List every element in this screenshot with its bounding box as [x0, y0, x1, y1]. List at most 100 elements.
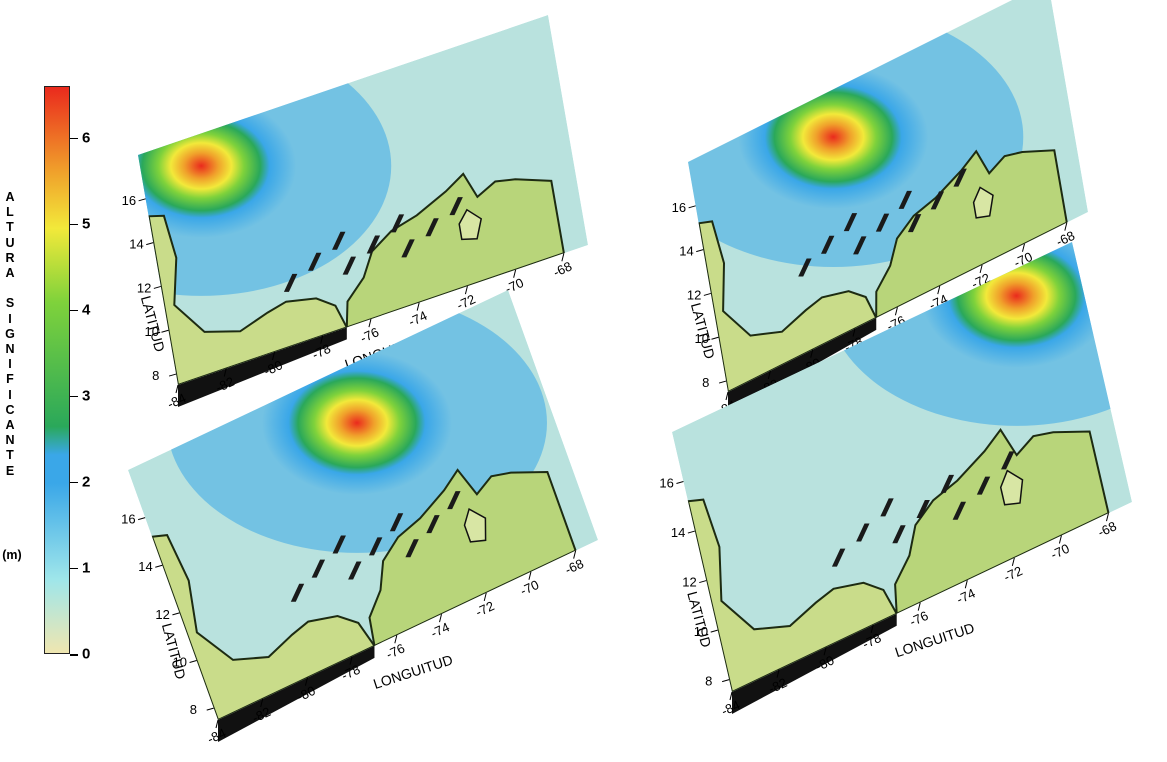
- map-panel-bottom-left: -84 -82 -80 -78 -76 -74 -72 -70 -68 8 10 12 14 16 LONG…: [121, 290, 598, 747]
- terrain-ridge: [916, 500, 930, 519]
- lon-tick: [729, 691, 733, 701]
- lon-tick: [776, 669, 780, 678]
- lon-tick: [304, 677, 308, 686]
- lat-tick: [699, 580, 707, 584]
- terrain-edge: [178, 327, 347, 407]
- lon-tick: [725, 391, 729, 401]
- lat-tick-label: 14: [138, 559, 152, 574]
- lon-tick: [439, 613, 443, 623]
- terrain-ridge: [875, 213, 890, 232]
- lon-tick-label: -74: [954, 585, 977, 607]
- lon-tick-label: -76: [384, 640, 407, 662]
- terrain-ridge: [342, 256, 357, 275]
- lon-tick-label: -82: [213, 374, 236, 396]
- land-central-america: [697, 220, 878, 392]
- lon-tick: [870, 624, 874, 634]
- lat-tick-label: 10: [694, 331, 708, 346]
- terrain-ridge: [405, 539, 419, 558]
- y-axis-label: LATITUD: [159, 621, 189, 681]
- x-axis-label: LONGUITUD: [371, 651, 454, 692]
- terrain-ridge: [798, 258, 812, 277]
- land-central-america: [147, 214, 349, 385]
- lon-tick: [767, 370, 771, 379]
- lon-tick: [223, 368, 227, 377]
- terrain-ridge: [332, 231, 346, 250]
- lon-tick-label: -84: [205, 725, 228, 747]
- lon-tick-label: -78: [310, 341, 333, 363]
- map-panel-top-right: -84-82-80-78-76-74-72-70-68810121416LONG…: [672, 0, 1088, 419]
- lat-tick-label: 14: [129, 237, 143, 252]
- land-south-america: [875, 149, 1068, 320]
- lon-tick: [810, 349, 814, 358]
- lon-tick-label: -68: [1095, 518, 1118, 540]
- lat-tick: [687, 530, 695, 534]
- terrain-ridge: [390, 214, 405, 233]
- lat-tick-label: 12: [682, 575, 696, 590]
- terrain-ridge: [348, 561, 362, 580]
- lon-tick-label: -84: [719, 697, 742, 719]
- lat-tick-label: 16: [121, 512, 135, 527]
- terrain-ridge: [820, 235, 835, 254]
- lon-tick: [1058, 535, 1062, 544]
- lon-tick: [823, 647, 827, 656]
- map-panel-bottom-right: -84 -82 -80 -78 -76 -74 -72 -70 -68 8 10 12 14 16 LONG…: [659, 242, 1132, 719]
- lon-tick-label: -68: [563, 556, 586, 578]
- lat-tick-label: 16: [122, 193, 136, 208]
- lat-tick: [703, 292, 711, 296]
- storm-core: [738, 64, 929, 209]
- terrain-ridge: [447, 491, 461, 510]
- terrain-ridge: [853, 236, 867, 255]
- colorbar-tick-label: 4: [82, 301, 91, 319]
- lon-tick: [561, 253, 565, 262]
- lat-tick-label: 14: [679, 244, 693, 259]
- terrain-edge: [732, 613, 897, 714]
- lat-tick: [172, 612, 180, 616]
- lat-tick-label: 10: [144, 324, 158, 339]
- lat-tick-label: 12: [137, 280, 151, 295]
- lake-maracaibo: [972, 186, 994, 219]
- lon-tick: [260, 698, 264, 707]
- colorbar-tick-label: 5: [82, 215, 91, 233]
- lon-tick: [937, 285, 941, 295]
- lon-tick: [394, 635, 398, 644]
- land-south-america: [894, 428, 1110, 616]
- lon-tick: [852, 328, 856, 337]
- lat-tick: [161, 329, 169, 333]
- terrain-ridge: [389, 513, 404, 532]
- lon-tick: [464, 286, 468, 295]
- terrain-ridge: [898, 190, 912, 209]
- lat-tick: [722, 679, 730, 683]
- terrain-ridge: [307, 252, 322, 271]
- lon-tick: [368, 318, 372, 328]
- lon-tick: [528, 571, 532, 580]
- terrain-ridge: [366, 235, 381, 254]
- lon-tick: [979, 264, 983, 274]
- lat-tick: [710, 629, 718, 633]
- lon-tick-label: -78: [339, 662, 362, 684]
- lat-tick: [676, 481, 684, 485]
- terrain-ridge: [856, 523, 870, 542]
- colorbar-tick: [70, 481, 78, 484]
- lat-tick: [146, 242, 154, 246]
- terrain-edge: [218, 645, 375, 742]
- lon-tick-label: -80: [813, 652, 836, 674]
- storm-core: [138, 93, 297, 238]
- lon-tick-label: -74: [428, 619, 451, 641]
- lon-tick: [573, 550, 577, 559]
- terrain-ridge: [426, 515, 440, 534]
- lon-tick-label: -80: [261, 357, 284, 379]
- terrain-ridge: [953, 168, 967, 187]
- lon-tick: [416, 302, 420, 311]
- lat-tick-label: 12: [687, 287, 701, 302]
- lon-tick-label: -74: [406, 308, 429, 330]
- lon-tick: [917, 602, 921, 611]
- colorbar-tick: [70, 223, 78, 226]
- terrain-ridge: [283, 273, 298, 292]
- lake-maracaibo: [463, 507, 487, 543]
- colorbar-tick: [70, 654, 78, 656]
- terrain-ridge: [425, 218, 439, 237]
- lon-tick-label: -76: [358, 324, 381, 346]
- lat-tick: [189, 659, 197, 663]
- lat-tick-label: 16: [659, 476, 673, 491]
- lat-tick: [206, 707, 214, 711]
